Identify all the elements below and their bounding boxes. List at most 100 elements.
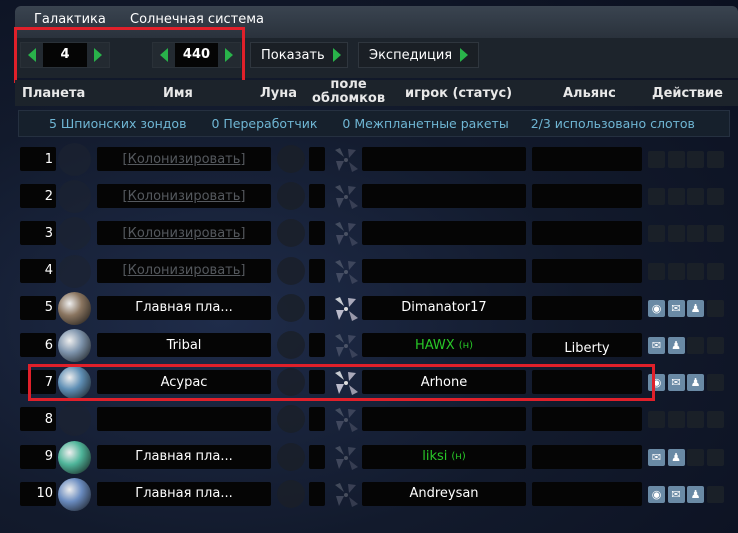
action-slot-empty	[706, 151, 724, 168]
planet-name[interactable]: Главная пла...	[97, 481, 271, 506]
debris-icon[interactable]	[332, 370, 360, 396]
debris-icon	[335, 408, 358, 433]
eye-icon[interactable]: ◉	[648, 485, 665, 503]
moon-placeholder	[277, 293, 305, 322]
debris-slot	[309, 444, 325, 469]
player-name[interactable]: liksi (н)	[362, 444, 526, 469]
planet-image[interactable]	[58, 477, 91, 511]
colonize-link[interactable]	[97, 407, 271, 432]
action-slot-empty	[687, 151, 704, 168]
position-number: 8	[20, 407, 56, 432]
position-number: 10	[20, 481, 56, 506]
planet-image[interactable]	[58, 329, 91, 362]
colonize-label: [Колонизировать]	[122, 151, 246, 167]
debris-slot	[309, 184, 325, 209]
moon-placeholder	[277, 182, 305, 211]
colonize-link[interactable]: [Колонизировать]	[97, 221, 271, 246]
moon-placeholder	[277, 331, 305, 359]
colonize-link[interactable]: [Колонизировать]	[97, 258, 271, 283]
planet-placeholder	[58, 143, 91, 176]
system-prev-button[interactable]	[153, 43, 175, 67]
player-name[interactable]: Andreysan	[362, 481, 526, 506]
planet-image[interactable]	[58, 366, 91, 400]
expedition-label: Экспедиция	[369, 47, 453, 63]
expedition-button[interactable]: Экспедиция	[358, 42, 479, 68]
planet-name[interactable]: Главная пла...	[97, 444, 271, 469]
galaxy-next-button[interactable]	[87, 43, 109, 67]
player-name[interactable]: HAWX (н)	[362, 333, 526, 357]
planet-image[interactable]	[58, 291, 91, 325]
table-row: 5 Главная пла... Dimanator17 ◉ ✉ ♟	[0, 291, 738, 326]
player-name[interactable]: Arhone	[362, 370, 526, 395]
alliance-name	[532, 295, 642, 320]
table-row: 7 Acypac Arhone ◉ ✉ ♟	[0, 366, 738, 400]
action-slot-empty	[648, 188, 665, 206]
moon-placeholder	[277, 442, 305, 471]
galaxy-input[interactable]: 4	[43, 43, 87, 67]
alliance-name	[532, 481, 642, 506]
slots-used: 2/3 использовано слотов	[530, 116, 695, 131]
action-slot-empty	[648, 411, 665, 429]
user-icon[interactable]: ♟	[667, 448, 685, 466]
planet-image[interactable]	[58, 440, 91, 474]
debris-slot	[309, 370, 325, 395]
planet-name[interactable]: Главная пла...	[97, 295, 271, 320]
alliance-name[interactable]: Liberty	[532, 333, 642, 357]
player-name[interactable]: Dimanator17	[362, 295, 526, 320]
player-label: liksi	[422, 449, 448, 465]
tab-galaxy[interactable]: Галактика	[34, 12, 106, 27]
header-planet: Планета	[22, 86, 86, 101]
tab-solar-system[interactable]: Солнечная система	[130, 12, 265, 27]
user-icon[interactable]: ♟	[687, 299, 704, 317]
mail-icon[interactable]: ✉	[648, 337, 665, 354]
arrow-left-icon	[28, 48, 36, 62]
table-row: 1 [Колонизировать]	[0, 143, 738, 177]
action-slot-empty	[706, 448, 724, 466]
debris-icon[interactable]	[332, 296, 360, 322]
debris-icon	[335, 482, 358, 507]
info-bar: 5 Шпионских зондов 0 Переработчик 0 Межп…	[18, 110, 730, 137]
action-slot-empty	[687, 448, 704, 466]
mail-icon[interactable]: ✉	[648, 448, 665, 466]
arrow-left-icon	[160, 48, 168, 62]
table-row: 2 [Колонизировать]	[0, 180, 738, 214]
debris-icon	[335, 445, 358, 470]
header-debris-line2: обломков	[312, 91, 386, 106]
action-slot-empty	[687, 411, 704, 429]
eye-icon[interactable]: ◉	[648, 299, 665, 317]
colonize-link[interactable]: [Колонизировать]	[97, 147, 271, 171]
arrow-right-icon	[94, 48, 102, 62]
system-next-button[interactable]	[218, 43, 240, 67]
tab-bar	[15, 6, 738, 38]
user-icon[interactable]: ♟	[687, 485, 704, 503]
planet-name[interactable]: Tribal	[97, 333, 271, 357]
user-icon[interactable]: ♟	[687, 374, 704, 392]
header-debris-line1: поле	[330, 77, 367, 92]
highlight-box-row	[28, 364, 655, 401]
table-row: 8	[0, 403, 738, 437]
table-header	[15, 80, 738, 106]
player-label: Dimanator17	[401, 300, 487, 316]
moon-placeholder	[277, 256, 305, 285]
player-label: Andreysan	[409, 486, 479, 502]
position-number: 9	[20, 444, 56, 469]
galaxy-prev-button[interactable]	[21, 43, 43, 67]
table-row: 6 Tribal HAWX (н) Liberty ✉ ♟	[0, 329, 738, 363]
moon-placeholder	[277, 219, 305, 248]
header-player: игрок (статус)	[405, 86, 513, 101]
mail-icon[interactable]: ✉	[667, 374, 685, 392]
debris-slot	[309, 407, 325, 432]
player-name	[362, 147, 526, 171]
user-icon[interactable]: ♟	[667, 337, 685, 354]
planet-placeholder	[58, 180, 91, 214]
probes-count: 5 Шпионских зондов	[49, 116, 187, 131]
mail-icon[interactable]: ✉	[667, 485, 685, 503]
header-moon: Луна	[260, 86, 298, 101]
system-input[interactable]: 440	[175, 43, 218, 67]
show-button[interactable]: Показать	[250, 42, 348, 68]
debris-icon	[335, 334, 358, 358]
alliance-name	[532, 444, 642, 469]
colonize-link[interactable]: [Колонизировать]	[97, 184, 271, 209]
mail-icon[interactable]: ✉	[667, 299, 685, 317]
planet-name[interactable]: Acypac	[97, 370, 271, 395]
